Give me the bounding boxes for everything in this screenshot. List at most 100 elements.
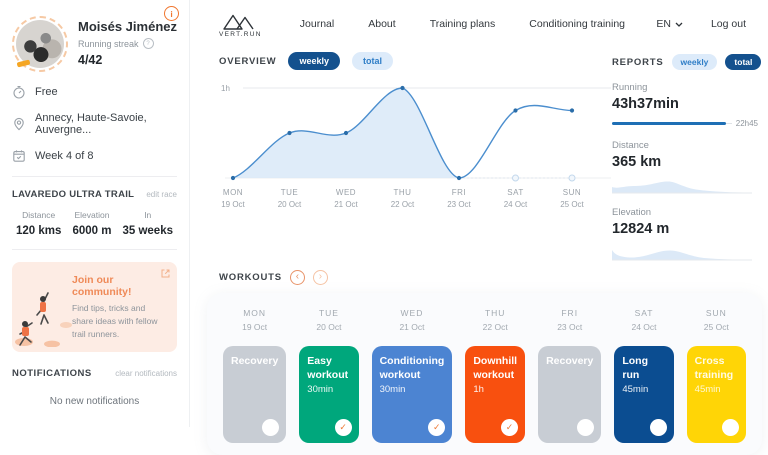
- svg-text:THU: THU: [394, 188, 412, 197]
- avatar[interactable]: [12, 16, 68, 72]
- info-icon[interactable]: i: [164, 6, 179, 21]
- help-icon[interactable]: ?: [142, 38, 154, 49]
- vertrun-logo[interactable]: VERT.RUN: [219, 11, 262, 38]
- completion-circle[interactable]: [649, 419, 667, 436]
- overview-toggle-total[interactable]: total: [351, 52, 393, 70]
- workout-title: Downhill workout: [473, 355, 518, 381]
- chevron-left-icon: ‹: [295, 271, 300, 282]
- svg-text:21 Oct: 21 Oct: [334, 200, 358, 209]
- sidebar: i Moisés Jiménez Running streak ? 4/42 F…: [0, 0, 190, 427]
- svg-text:22 Oct: 22 Oct: [391, 200, 415, 209]
- logout-button[interactable]: Log out: [710, 18, 746, 30]
- svg-text:25 Oct: 25 Oct: [560, 200, 584, 209]
- race-title: LAVAREDO ULTRA TRAIL: [12, 189, 135, 200]
- workout-card-easy-workout[interactable]: Easy workout 30min ✓: [299, 346, 359, 443]
- day-header: SUN 25 Oct: [687, 308, 746, 332]
- calendar-icon: [12, 149, 26, 163]
- workout-card-downhill-workout[interactable]: Downhill workout 1h ✓: [465, 346, 526, 443]
- progress-marker-label: 22h45: [735, 119, 758, 128]
- reports-toggle-weekly[interactable]: weekly: [671, 54, 718, 70]
- avatar-photo: [16, 20, 64, 68]
- running-report: Running 43h37min 22h45: [612, 82, 758, 128]
- community-banner[interactable]: Join our community! Find tips, tricks an…: [12, 262, 177, 353]
- week-label: Week 4 of 8: [35, 150, 94, 162]
- completion-circle-checked[interactable]: ✓: [501, 419, 519, 436]
- day-header: WED 21 Oct: [372, 308, 453, 332]
- workout-title: Easy workout: [307, 355, 349, 381]
- workout-card-recovery[interactable]: Recovery: [538, 346, 602, 443]
- workout-duration: 45min: [622, 384, 649, 396]
- mountains-logo-icon: [223, 14, 254, 30]
- running-value: 43h37min: [612, 96, 679, 112]
- previous-week-button[interactable]: ‹: [289, 270, 305, 285]
- next-week-button[interactable]: ›: [312, 270, 328, 285]
- language-selector[interactable]: EN: [656, 18, 683, 30]
- location-pin-icon: [12, 117, 26, 131]
- chevron-right-icon: ›: [318, 271, 323, 282]
- weekly-hours-chart: 1h MON 19 Oct TUE 20 Oct WED 21 Oct THU 22 Oct FR…: [221, 84, 611, 209]
- workout-title: Long run: [622, 355, 649, 381]
- race-stats: Distance 120 kms Elevation 6000 m In 35 …: [12, 210, 177, 237]
- completion-circle-checked[interactable]: ✓: [334, 419, 352, 436]
- progress-fill: [612, 122, 726, 125]
- overview-title: OVERVIEW: [219, 55, 277, 67]
- reports-toggle-total[interactable]: total: [725, 54, 762, 70]
- top-nav: VERT.RUN Journal About Training plans Co…: [191, 0, 768, 46]
- edit-race-link[interactable]: edit race: [146, 190, 177, 199]
- reports-title: REPORTS: [612, 56, 664, 68]
- divider: [12, 249, 177, 250]
- workouts-section: WORKOUTS ‹ › MON 19 Oct Recovery TUE 20 Oct E…: [191, 270, 768, 455]
- day-date: 22 Oct: [482, 322, 508, 332]
- day-name: THU: [484, 308, 506, 318]
- day-header: THU 22 Oct: [465, 308, 525, 332]
- streak-value: 4/42: [78, 53, 103, 67]
- day-column-fri: FRI 23 Oct Recovery: [538, 308, 602, 443]
- workout-title: Recovery: [546, 355, 594, 367]
- nav-item-training-plans[interactable]: Training plans: [429, 18, 496, 30]
- profile-name: Moisés Jiménez: [78, 19, 177, 34]
- svg-text:FRI: FRI: [452, 188, 466, 197]
- plan-row: Free: [12, 85, 177, 99]
- day-date: 24 Oct: [631, 322, 657, 332]
- stat-label: Distance: [22, 210, 56, 220]
- completion-circle-checked[interactable]: ✓: [428, 419, 446, 436]
- day-name: FRI: [561, 308, 579, 318]
- distance-label: Distance: [612, 140, 649, 151]
- day-name: SUN: [705, 308, 727, 318]
- week-grid: MON 19 Oct Recovery TUE 20 Oct Easy workout 30…: [223, 308, 746, 443]
- workout-duration: 30min: [379, 384, 406, 396]
- language-label: EN: [656, 18, 671, 30]
- clear-notifications-link[interactable]: clear notifications: [115, 369, 177, 379]
- nav-item-conditioning-training[interactable]: Conditioning training: [529, 18, 626, 30]
- nav-item-about[interactable]: About: [368, 18, 396, 30]
- workout-title: Recovery: [231, 355, 279, 367]
- day-name: TUE: [318, 308, 339, 318]
- nav-item-journal[interactable]: Journal: [299, 18, 335, 30]
- elevation-value: 12824 m: [612, 221, 670, 237]
- profile-block: Moisés Jiménez Running streak ? 4/42: [12, 16, 177, 72]
- svg-text:1h: 1h: [221, 84, 230, 93]
- workout-card-long-run[interactable]: Long run 45min: [614, 346, 674, 443]
- location-label: Annecy, Haute-Savoie, Auvergne...: [35, 112, 147, 136]
- day-column-sun: SUN 25 Oct Cross training 45min: [686, 308, 746, 443]
- day-name: WED: [400, 308, 424, 318]
- day-date: 21 Oct: [399, 322, 425, 332]
- workouts-week-card: MON 19 Oct Recovery TUE 20 Oct Easy workout 30…: [207, 293, 762, 455]
- completion-circle[interactable]: [262, 419, 280, 436]
- stat-value: 6000 m: [72, 225, 112, 237]
- logo-text: VERT.RUN: [219, 30, 262, 38]
- completion-circle[interactable]: [721, 419, 739, 436]
- day-date: 25 Oct: [703, 322, 729, 332]
- day-column-thu: THU 22 Oct Downhill workout 1h ✓: [465, 308, 526, 443]
- workouts-title: WORKOUTS: [219, 272, 282, 283]
- stat-label: In: [144, 210, 152, 220]
- overview-toggle-weekly[interactable]: weekly: [288, 52, 340, 70]
- notifications-empty-text: No new notifications: [49, 396, 140, 408]
- workout-card-conditioning-workout[interactable]: Conditioning workout 30min ✓: [371, 346, 453, 443]
- workout-card-recovery[interactable]: Recovery: [223, 346, 287, 443]
- workout-card-cross-training[interactable]: Cross training 45min: [686, 346, 746, 443]
- streak-label: Running streak: [78, 38, 139, 49]
- completion-circle[interactable]: [577, 419, 595, 436]
- svg-text:WED: WED: [336, 188, 356, 197]
- workout-duration: 30min: [307, 384, 334, 396]
